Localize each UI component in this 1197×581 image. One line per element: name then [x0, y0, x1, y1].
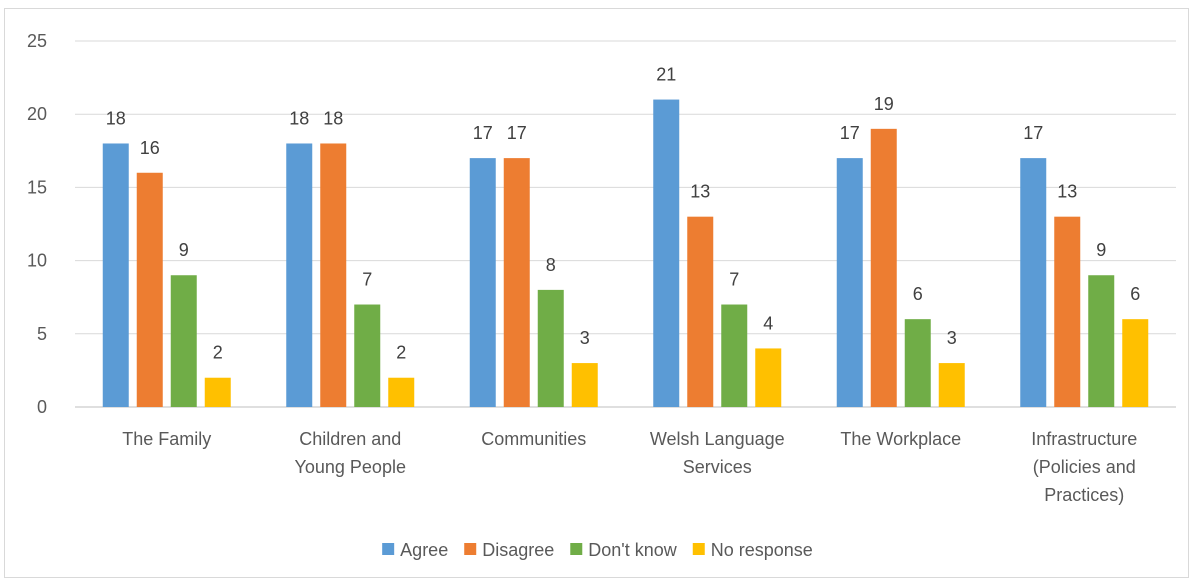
y-tick-label: 15	[27, 177, 47, 197]
bar	[469, 158, 496, 407]
y-tick-label: 0	[37, 397, 47, 417]
data-label: 9	[1096, 240, 1106, 260]
bar	[1020, 158, 1047, 407]
data-label: 17	[473, 123, 493, 143]
bar	[571, 363, 598, 407]
data-label: 6	[913, 284, 923, 304]
bar	[938, 363, 965, 407]
data-label: 13	[1057, 182, 1077, 202]
legend-item: Disagree	[464, 540, 554, 560]
data-label: 19	[874, 94, 894, 114]
legend-item: Don't know	[570, 540, 678, 560]
legend-item: No response	[692, 540, 813, 560]
data-label: 18	[106, 108, 126, 128]
bar	[687, 216, 714, 407]
legend-swatch	[570, 543, 583, 555]
data-label: 6	[1130, 284, 1140, 304]
bar-chart: 0 5 10 15 20 25 18 16 9 2 18 18 7 2 17 17 8 3 21 13 7 4 17 19 6…	[27, 31, 1176, 560]
x-category-label: Children and Young People	[295, 429, 406, 477]
legend-swatch	[464, 543, 477, 555]
bar	[537, 289, 564, 407]
legend-label: Agree	[400, 540, 448, 560]
data-label: 8	[546, 255, 556, 275]
legend-label: No response	[711, 540, 813, 560]
bar	[320, 143, 347, 408]
data-label: 3	[580, 328, 590, 348]
bar	[102, 143, 129, 408]
bar	[1088, 275, 1115, 407]
data-labels: 18 16 9 2 18 18 7 2 17 17 8 3 21 13 7 4 17 19 6 3 17 13 9 6	[106, 65, 1141, 363]
y-tick-label: 10	[27, 251, 47, 271]
data-label: 9	[179, 240, 189, 260]
data-label: 16	[140, 138, 160, 158]
data-label: 2	[213, 343, 223, 363]
x-category-label: The Family	[122, 429, 211, 449]
data-label: 17	[507, 123, 527, 143]
gridlines	[75, 40, 1176, 408]
legend-swatch	[382, 543, 395, 555]
data-label: 13	[690, 182, 710, 202]
data-label: 21	[656, 65, 676, 85]
bar	[721, 304, 748, 407]
data-label: 17	[1023, 123, 1043, 143]
legend: Agree Disagree Don't know No response	[382, 540, 813, 560]
x-axis-categories: The Family Children and Young People Commun…	[122, 429, 1137, 505]
bar	[653, 99, 680, 407]
data-label: 7	[729, 270, 739, 290]
bar	[1122, 319, 1149, 407]
y-tick-label: 5	[37, 324, 47, 344]
legend-item: Agree	[382, 540, 448, 560]
data-label: 3	[947, 328, 957, 348]
bars	[102, 99, 1149, 408]
bar	[836, 158, 863, 407]
x-category-label: Welsh Language Services	[650, 429, 785, 477]
bar	[904, 319, 931, 407]
legend-swatch	[692, 543, 705, 555]
bar	[870, 128, 897, 407]
data-label: 18	[323, 108, 343, 128]
x-category-label: Communities	[481, 429, 586, 449]
bar	[136, 172, 163, 407]
data-label: 18	[289, 108, 309, 128]
legend-label: Don't know	[588, 540, 677, 560]
x-category-label: Infrastructure (Policies and Practices)	[1031, 429, 1137, 505]
legend-label: Disagree	[482, 540, 554, 560]
y-tick-label: 20	[27, 104, 47, 124]
bar	[388, 377, 415, 407]
data-label: 7	[362, 270, 372, 290]
data-label: 4	[763, 313, 773, 333]
bar	[1054, 216, 1081, 407]
y-tick-label: 25	[27, 31, 47, 51]
y-axis-ticks: 0 5 10 15 20 25	[27, 31, 47, 417]
bar	[354, 304, 381, 407]
x-category-label: The Workplace	[840, 429, 961, 449]
data-label: 17	[840, 123, 860, 143]
bar	[204, 377, 231, 407]
chart-frame: 0 5 10 15 20 25 18 16 9 2 18 18 7 2 17 17 8 3 21 13 7 4 17 19 6…	[4, 8, 1189, 578]
bar	[286, 143, 313, 408]
data-label: 2	[396, 343, 406, 363]
bar	[170, 275, 197, 407]
bar	[755, 348, 782, 407]
bar	[503, 158, 530, 407]
